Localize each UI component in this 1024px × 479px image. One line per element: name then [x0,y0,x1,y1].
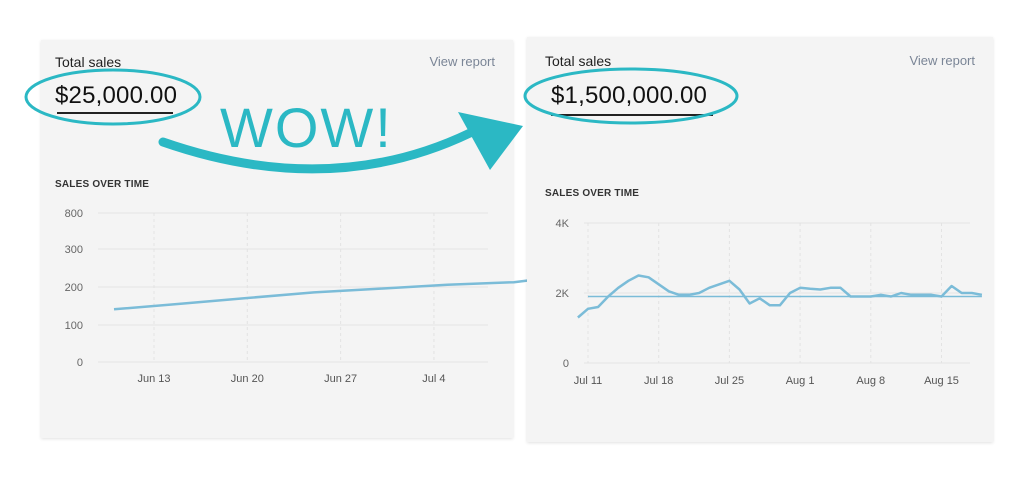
x-tick-label: Jul 4 [422,373,445,385]
y-tick-label: 800 [65,208,83,220]
y-tick-label: 200 [65,282,83,294]
view-report-link[interactable]: View report [429,54,495,69]
y-tick-label: 0 [563,358,569,370]
view-report-link[interactable]: View report [909,53,975,68]
x-tick-label: Aug 1 [786,375,815,387]
card-title: Total sales [545,53,612,69]
sales-card-left: Total sales View report $25,000.00 SALES… [41,40,555,438]
x-tick-label: Aug 15 [924,375,959,387]
sales-over-time-chart: 0 2K 4K Jul 11 Jul 18 Jul 25 Aug 1 Aug 8 Aug 15 [556,218,983,387]
series-line [113,276,555,311]
x-tick-label: Jul 11 [574,375,603,387]
y-tick-label: 0 [77,357,83,369]
sales-over-time-chart: 0 100 200 300 800 Jun 13 Jun 20 Jun 27 Jul 4 [65,208,555,385]
y-tick-label: 100 [65,320,83,332]
y-tick-label: 2K [556,288,570,300]
series-line [577,274,983,319]
x-tick-label: Jul 18 [644,375,673,387]
x-tick-label: Jun 20 [231,373,264,385]
x-tick-label: Aug 8 [856,375,885,387]
section-title: SALES OVER TIME [55,179,150,190]
x-tick-label: Jun 13 [137,373,170,385]
x-tick-label: Jun 27 [324,373,357,385]
x-tick-label: Jul 25 [715,375,744,387]
sales-card-right: Total sales View report $1,500,000.00 SA… [527,37,993,442]
section-title: SALES OVER TIME [545,188,640,199]
card-title: Total sales [55,54,122,70]
y-tick-label: 300 [65,244,83,256]
y-tick-label: 4K [556,218,570,230]
